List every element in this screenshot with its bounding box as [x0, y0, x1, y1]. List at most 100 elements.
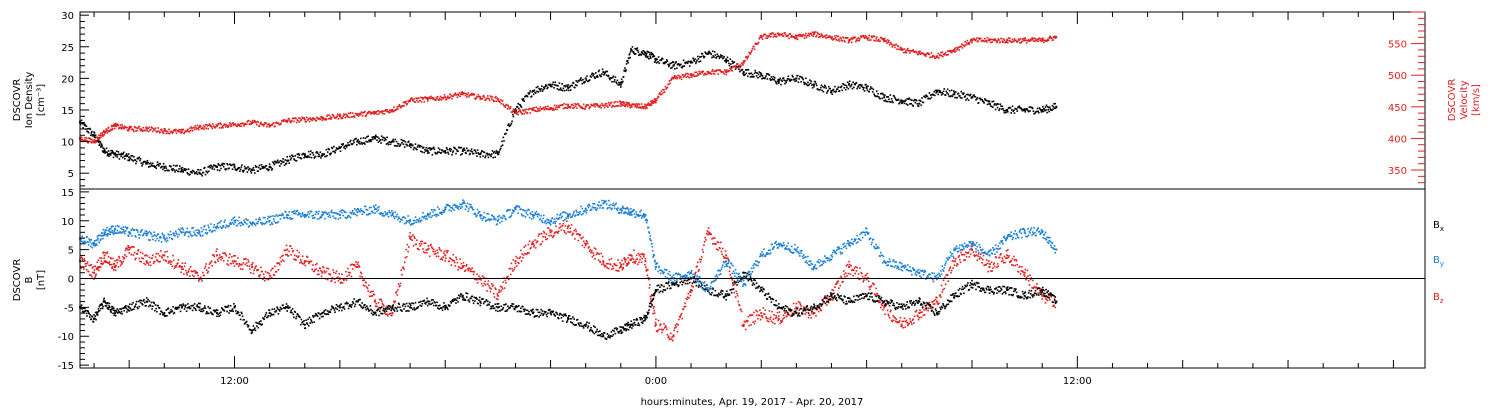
velocity-series-point: [448, 97, 451, 99]
velocity-series-point: [801, 35, 804, 38]
bz-series-point: [182, 268, 184, 270]
bz-series-point: [217, 260, 220, 263]
velocity-series-point: [91, 142, 93, 144]
bz-series-point: [291, 247, 293, 250]
bz-series-point: [846, 275, 848, 277]
bz-series-point: [522, 256, 524, 259]
density-series-point: [118, 158, 121, 160]
velocity-series-point: [551, 107, 553, 110]
velocity-series-point: [461, 91, 463, 93]
density-series-point: [543, 86, 545, 89]
density-series-point: [570, 89, 572, 91]
bz-series-point: [589, 248, 592, 251]
bz-series-point: [779, 322, 781, 325]
velocity-series-point: [466, 94, 469, 96]
density-series-point: [349, 141, 351, 143]
density-series-point: [178, 168, 180, 170]
bz-series-point: [1031, 287, 1033, 289]
density-series-point: [492, 156, 494, 159]
velocity-series-point: [909, 52, 911, 54]
bz-series-point: [444, 254, 447, 257]
velocity-series-point: [766, 37, 769, 39]
velocity-series-point: [522, 110, 525, 112]
velocity-series-point: [1041, 39, 1044, 42]
bz-series-point: [591, 250, 593, 252]
velocity-series-point: [437, 95, 439, 98]
density-series-point: [393, 140, 395, 143]
bz-series-point: [80, 267, 82, 269]
density-series-point: [339, 150, 342, 152]
velocity-series-point: [826, 34, 828, 36]
bz-series-point: [890, 319, 893, 322]
velocity-series-point: [388, 111, 390, 114]
density-series-point: [119, 153, 122, 156]
bz-series-point: [497, 291, 500, 294]
bz-series-point: [825, 296, 827, 299]
density-series-point: [383, 136, 385, 139]
density-series-point: [1036, 107, 1039, 110]
bx-series-point: [171, 310, 174, 312]
velocity-series-point: [1013, 38, 1016, 40]
velocity-series-point: [944, 51, 947, 54]
bz-series-point: [257, 269, 259, 271]
bx-series-point: [125, 307, 128, 310]
density-series-point: [596, 74, 598, 77]
density-series-point: [1000, 108, 1003, 110]
density-series-point: [376, 136, 379, 138]
density-series-point: [282, 158, 284, 160]
bz-series-point: [648, 278, 650, 281]
velocity-series-point: [168, 132, 171, 135]
bz-series-point: [141, 252, 144, 255]
density-series-point: [385, 139, 387, 141]
density-series-point: [162, 168, 164, 171]
bz-series-point: [532, 242, 534, 245]
density-series-point: [553, 83, 556, 86]
density-series-point: [953, 91, 956, 94]
bz-series-point: [755, 309, 757, 312]
density-series-point: [421, 151, 424, 153]
density-series-point: [177, 170, 180, 173]
velocity-series-point: [747, 56, 749, 59]
bz-series-point: [305, 260, 307, 262]
bz-series-point: [194, 272, 197, 274]
bz-series-point: [586, 240, 588, 243]
bz-series-point: [183, 265, 186, 268]
bz-series-point: [585, 239, 588, 242]
bz-series-point: [904, 326, 906, 329]
density-series-point: [730, 63, 732, 65]
density-series-point: [807, 84, 810, 87]
bz-series-point: [609, 263, 612, 266]
velocity-series-point: [204, 126, 206, 128]
bz-series-point: [554, 231, 557, 233]
bz-series-point: [241, 268, 244, 271]
velocity-series-point: [245, 123, 248, 125]
density-series-point: [594, 77, 596, 79]
velocity-series-point: [629, 106, 632, 109]
velocity-series-point: [297, 120, 299, 122]
density-series-point: [84, 123, 86, 126]
density-series-point: [890, 101, 892, 103]
density-series-point: [668, 64, 671, 66]
density-series-point: [602, 71, 605, 74]
density-series-point: [481, 150, 484, 152]
bz-series-point: [115, 259, 118, 261]
density-series-point: [572, 82, 575, 84]
bx-series-point: [169, 311, 172, 313]
bz-series-point: [156, 259, 158, 261]
bx-series-point: [137, 300, 140, 303]
velocity-series-point: [242, 123, 245, 125]
velocity-series-point: [211, 127, 213, 130]
bz-series-point: [436, 249, 438, 252]
density-series-point: [843, 87, 846, 89]
density-series-point: [185, 168, 188, 171]
bx-series-point: [166, 315, 168, 317]
velocity-series-point: [288, 118, 290, 120]
velocity-series-point: [558, 106, 561, 109]
density-series-point: [820, 84, 823, 87]
density-series-point: [510, 122, 513, 125]
bz-series-point: [264, 270, 267, 273]
bz-series-point: [942, 288, 944, 291]
bz-series-point: [939, 294, 941, 296]
density-series-point: [955, 91, 957, 93]
bx-series-point: [100, 303, 103, 305]
